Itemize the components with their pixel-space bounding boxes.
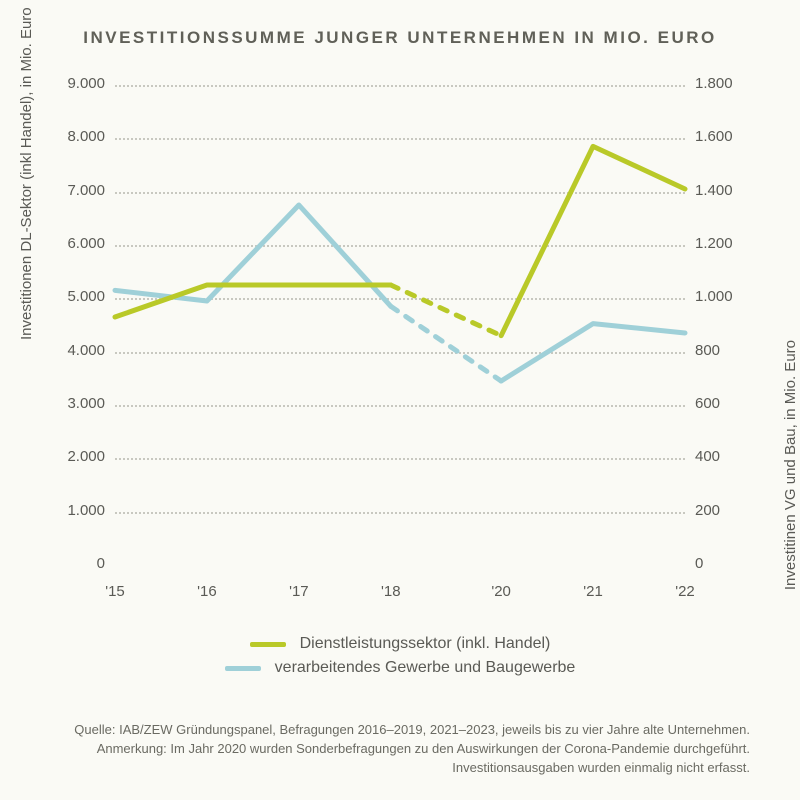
- chart-lines: [0, 0, 800, 800]
- y-axis-right-label: Investitinen VG und Bau, in Mio. Euro: [782, 340, 799, 590]
- footer-line3: Investitionsausgaben wurden einmalig nic…: [50, 759, 750, 778]
- legend-item-vg: verarbeitendes Gewerbe und Baugewerbe: [225, 659, 576, 677]
- legend-item-dl: Dienstleistungssektor (inkl. Handel): [250, 635, 551, 653]
- legend-label-vg: verarbeitendes Gewerbe und Baugewerbe: [275, 659, 576, 677]
- footer-line2: Anmerkung: Im Jahr 2020 wurden Sonderbef…: [50, 740, 750, 759]
- legend: Dienstleistungssektor (inkl. Handel) ver…: [0, 632, 800, 680]
- chart-footer: Quelle: IAB/ZEW Gründungspanel, Befragun…: [50, 721, 750, 778]
- legend-label-dl: Dienstleistungssektor (inkl. Handel): [300, 635, 551, 653]
- y-axis-left-label: Investitionen DL-Sektor (inkl Handel), i…: [18, 7, 35, 340]
- legend-swatch-vg: [225, 666, 261, 671]
- chart-container: { "title": "INVESTITIONSSUMME JUNGER UNT…: [0, 0, 800, 800]
- footer-line1: Quelle: IAB/ZEW Gründungspanel, Befragun…: [50, 721, 750, 740]
- legend-swatch-dl: [250, 642, 286, 647]
